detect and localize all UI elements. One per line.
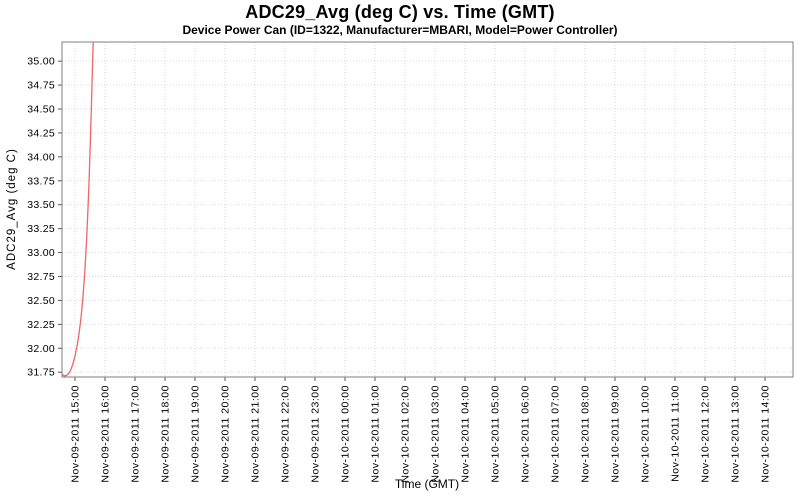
x-tick-label: Nov-10-2011 11:00 (670, 385, 682, 482)
x-tick-label: Nov-10-2011 07:00 (550, 385, 562, 483)
x-axis-title: Time (GMT) (394, 477, 460, 491)
x-tick-label: Nov-10-2011 10:00 (640, 385, 652, 483)
x-tick-label: Nov-09-2011 15:00 (70, 385, 82, 483)
chart-subtitle: Device Power Can (ID=1322, Manufacturer=… (182, 23, 618, 37)
x-tick-label: Nov-09-2011 20:00 (220, 385, 232, 483)
x-tick-label: Nov-09-2011 18:00 (160, 385, 172, 483)
x-tick-label: Nov-10-2011 12:00 (700, 385, 712, 483)
y-tick-label: 32.75 (27, 271, 55, 283)
x-tick-label: Nov-10-2011 04:00 (460, 385, 472, 483)
chart-title: ADC29_Avg (deg C) vs. Time (GMT) (245, 2, 555, 22)
y-tick-label: 32.25 (27, 319, 55, 331)
y-tick-label: 32.50 (27, 295, 55, 307)
x-tick-label: Nov-09-2011 22:00 (280, 385, 292, 483)
y-tick-label: 33.50 (27, 199, 55, 211)
y-tick-label: 33.25 (27, 223, 55, 235)
x-tick-label: Nov-10-2011 03:00 (430, 385, 442, 483)
x-tick-label: Nov-10-2011 13:00 (730, 385, 742, 483)
x-tick-label: Nov-09-2011 17:00 (130, 385, 142, 483)
x-tick-label: Nov-09-2011 19:00 (190, 385, 202, 483)
y-tick-label: 34.25 (27, 127, 55, 139)
y-tick-label: 34.00 (27, 151, 55, 163)
x-tick-label: Nov-10-2011 02:00 (400, 385, 412, 483)
x-tick-label: Nov-09-2011 21:00 (250, 385, 262, 483)
y-tick-label: 33.75 (27, 175, 55, 187)
x-tick-label: Nov-10-2011 14:00 (760, 385, 772, 483)
y-tick-label: 31.75 (27, 367, 55, 379)
x-tick-label: Nov-09-2011 16:00 (100, 385, 112, 483)
y-tick-label: 35.00 (27, 56, 55, 68)
x-tick-label: Nov-10-2011 01:00 (370, 385, 382, 483)
x-tick-label: Nov-09-2011 23:00 (310, 385, 322, 483)
y-tick-label: 33.00 (27, 247, 55, 259)
y-tick-label: 34.75 (27, 80, 55, 92)
y-tick-label: 32.00 (27, 343, 55, 355)
x-tick-label: Nov-10-2011 06:00 (520, 385, 532, 483)
x-tick-label: Nov-10-2011 09:00 (610, 385, 622, 483)
x-tick-label: Nov-10-2011 00:00 (340, 385, 352, 483)
series-line (62, 42, 94, 377)
plot-area (62, 42, 793, 377)
x-tick-label: Nov-10-2011 08:00 (580, 385, 592, 483)
y-tick-label: 34.50 (27, 104, 55, 116)
x-tick-label: Nov-10-2011 05:00 (490, 385, 502, 483)
plot-border (61, 41, 794, 378)
